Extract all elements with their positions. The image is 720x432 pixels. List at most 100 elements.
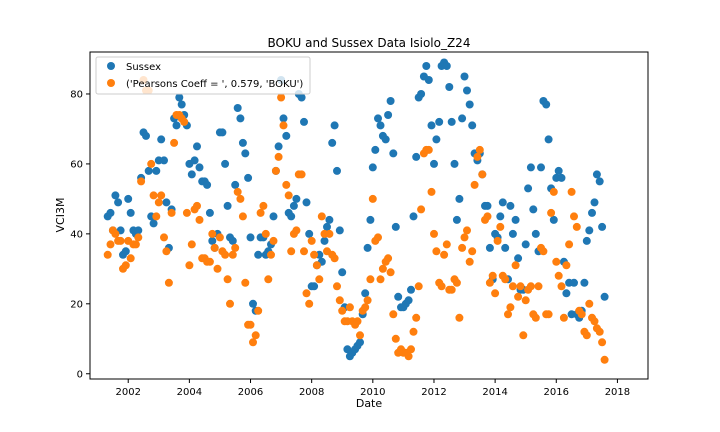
boku-point — [170, 138, 179, 147]
boku-point — [241, 278, 250, 287]
boku-point — [147, 159, 156, 168]
boku-point — [598, 338, 607, 347]
sussex-point — [287, 212, 296, 221]
sussex-point — [218, 128, 227, 137]
y-tick-label: 40 — [70, 229, 83, 240]
boku-point — [501, 275, 510, 284]
boku-point — [162, 247, 171, 256]
boku-point — [305, 299, 314, 308]
boku-point — [356, 331, 364, 340]
sussex-point — [279, 114, 288, 123]
sussex-point — [335, 226, 344, 235]
sussex-point — [381, 135, 390, 144]
boku-point — [404, 352, 413, 361]
boku-point — [333, 282, 341, 291]
boku-point — [335, 296, 344, 305]
x-tick-label: 2010 — [360, 387, 385, 398]
sussex-point — [190, 156, 199, 165]
boku-point — [493, 236, 502, 245]
sussex-point — [175, 93, 184, 102]
boku-point — [152, 212, 161, 221]
boku-point — [221, 250, 230, 259]
boku-point — [149, 191, 158, 200]
boku-point — [180, 117, 189, 126]
sussex-point — [366, 215, 375, 224]
boku-point — [157, 191, 166, 200]
boku-point — [238, 212, 247, 221]
boku-point — [521, 296, 530, 305]
sussex-point — [114, 198, 123, 207]
boku-point — [458, 243, 467, 252]
sussex-point — [338, 268, 347, 277]
sussex-point — [244, 173, 253, 182]
x-tick-label: 2008 — [299, 387, 324, 398]
sussex-point — [389, 149, 398, 158]
boku-point — [121, 261, 130, 270]
sussex-point — [501, 243, 510, 252]
y-tick-label: 80 — [70, 89, 83, 100]
sussex-point — [223, 201, 232, 210]
sussex-point — [590, 198, 599, 207]
boku-point — [131, 240, 140, 249]
boku-point — [378, 264, 387, 273]
sussex-point — [508, 229, 517, 238]
boku-point — [249, 338, 257, 347]
sussex-point — [241, 149, 250, 158]
boku-point — [552, 257, 561, 266]
sussex-point — [582, 236, 591, 245]
legend: Sussex ('Pearsons Coeff = ', 0.579, 'BOK… — [95, 56, 311, 95]
series-boku — [103, 76, 609, 364]
boku-point — [554, 271, 563, 280]
sussex-point — [412, 152, 421, 161]
boku-point — [565, 240, 574, 249]
legend-label-boku: ('Pearsons Coeff = ', 0.579, 'BOKU') — [126, 79, 303, 90]
boku-point — [325, 229, 334, 238]
sussex-point — [542, 100, 551, 109]
x-axis-ticks: 2002 2004 2006 2008 2010 2012 2014 2016 2018 — [115, 379, 630, 398]
sussex-point — [231, 180, 240, 189]
sussex-point — [496, 212, 505, 221]
sussex-point — [187, 170, 196, 179]
boku-point — [205, 257, 214, 266]
boku-point — [353, 317, 362, 326]
sussex-point — [463, 86, 471, 95]
sussex-point — [320, 236, 329, 245]
sussex-point — [409, 212, 418, 221]
boku-point — [585, 299, 594, 308]
sussex-point — [537, 163, 545, 172]
sussex-point — [432, 135, 441, 144]
boku-point — [539, 247, 548, 256]
boku-point — [414, 282, 423, 291]
boku-point — [317, 212, 326, 221]
boku-point — [261, 229, 270, 238]
sussex-point — [445, 83, 454, 91]
sussex-point — [269, 212, 278, 221]
boku-point — [511, 261, 520, 270]
sussex-point — [458, 114, 467, 123]
boku-point — [424, 145, 433, 154]
boku-point — [279, 121, 288, 130]
x-tick-label: 2002 — [115, 387, 140, 398]
boku-point — [460, 233, 469, 242]
boku-point — [567, 187, 576, 196]
boku-point — [126, 254, 135, 263]
boku-point — [412, 313, 421, 322]
boku-point — [473, 152, 482, 161]
boku-point — [223, 275, 232, 284]
boku-point — [384, 254, 393, 263]
sussex-point — [363, 243, 372, 252]
boku-point — [491, 289, 500, 298]
sussex-point — [124, 194, 133, 203]
boku-point — [208, 229, 217, 238]
boku-point — [570, 212, 578, 221]
sussex-point — [417, 90, 426, 98]
boku-point — [164, 278, 173, 287]
sussex-point — [152, 166, 161, 175]
boku-point — [407, 345, 415, 354]
sussex-point — [465, 100, 474, 109]
boku-point — [488, 271, 497, 280]
sussex-point — [328, 138, 337, 147]
boku-point — [116, 236, 125, 245]
sussex-point — [142, 131, 150, 140]
boku-point — [391, 334, 400, 343]
